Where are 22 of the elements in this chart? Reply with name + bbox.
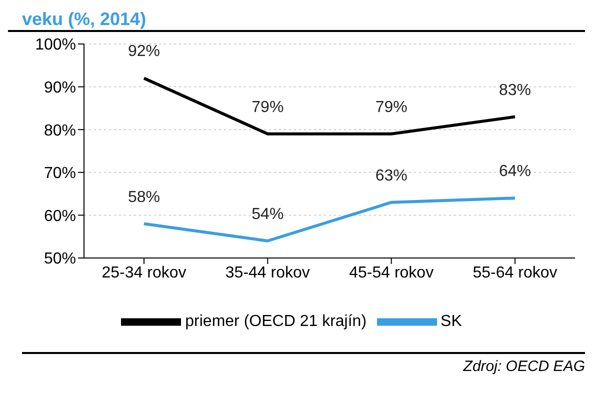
data-label: 54% xyxy=(252,206,284,223)
y-tick-label: 100% xyxy=(35,36,76,54)
chart-title: veku (%, 2014) xyxy=(8,8,585,32)
y-tick-label: 50% xyxy=(44,250,76,268)
x-tick-label: 35-44 rokov xyxy=(225,264,310,282)
data-label: 92% xyxy=(128,43,160,60)
data-label: 83% xyxy=(498,82,532,99)
data-label: 63% xyxy=(375,167,408,184)
data-label: 64% xyxy=(498,163,532,180)
legend-label: priemer (OECD 21 krajín) xyxy=(185,313,367,330)
data-label: 58% xyxy=(128,188,160,206)
y-tick-label: 70% xyxy=(44,165,76,182)
legend-label: SK xyxy=(440,313,462,330)
data-label: 79% xyxy=(252,98,284,116)
y-tick-label: 80% xyxy=(44,122,76,140)
data-label: 79% xyxy=(375,98,408,116)
x-tick-label: 45-54 rokov xyxy=(349,264,434,282)
text: Zdroj: OECD EAG xyxy=(462,358,585,375)
y-tick-label: 60% xyxy=(44,208,76,225)
x-tick-label: 55-64 rokov xyxy=(472,264,558,282)
x-tick-label: 25-34 rokov xyxy=(102,264,186,282)
y-tick-label: 90% xyxy=(44,79,76,96)
